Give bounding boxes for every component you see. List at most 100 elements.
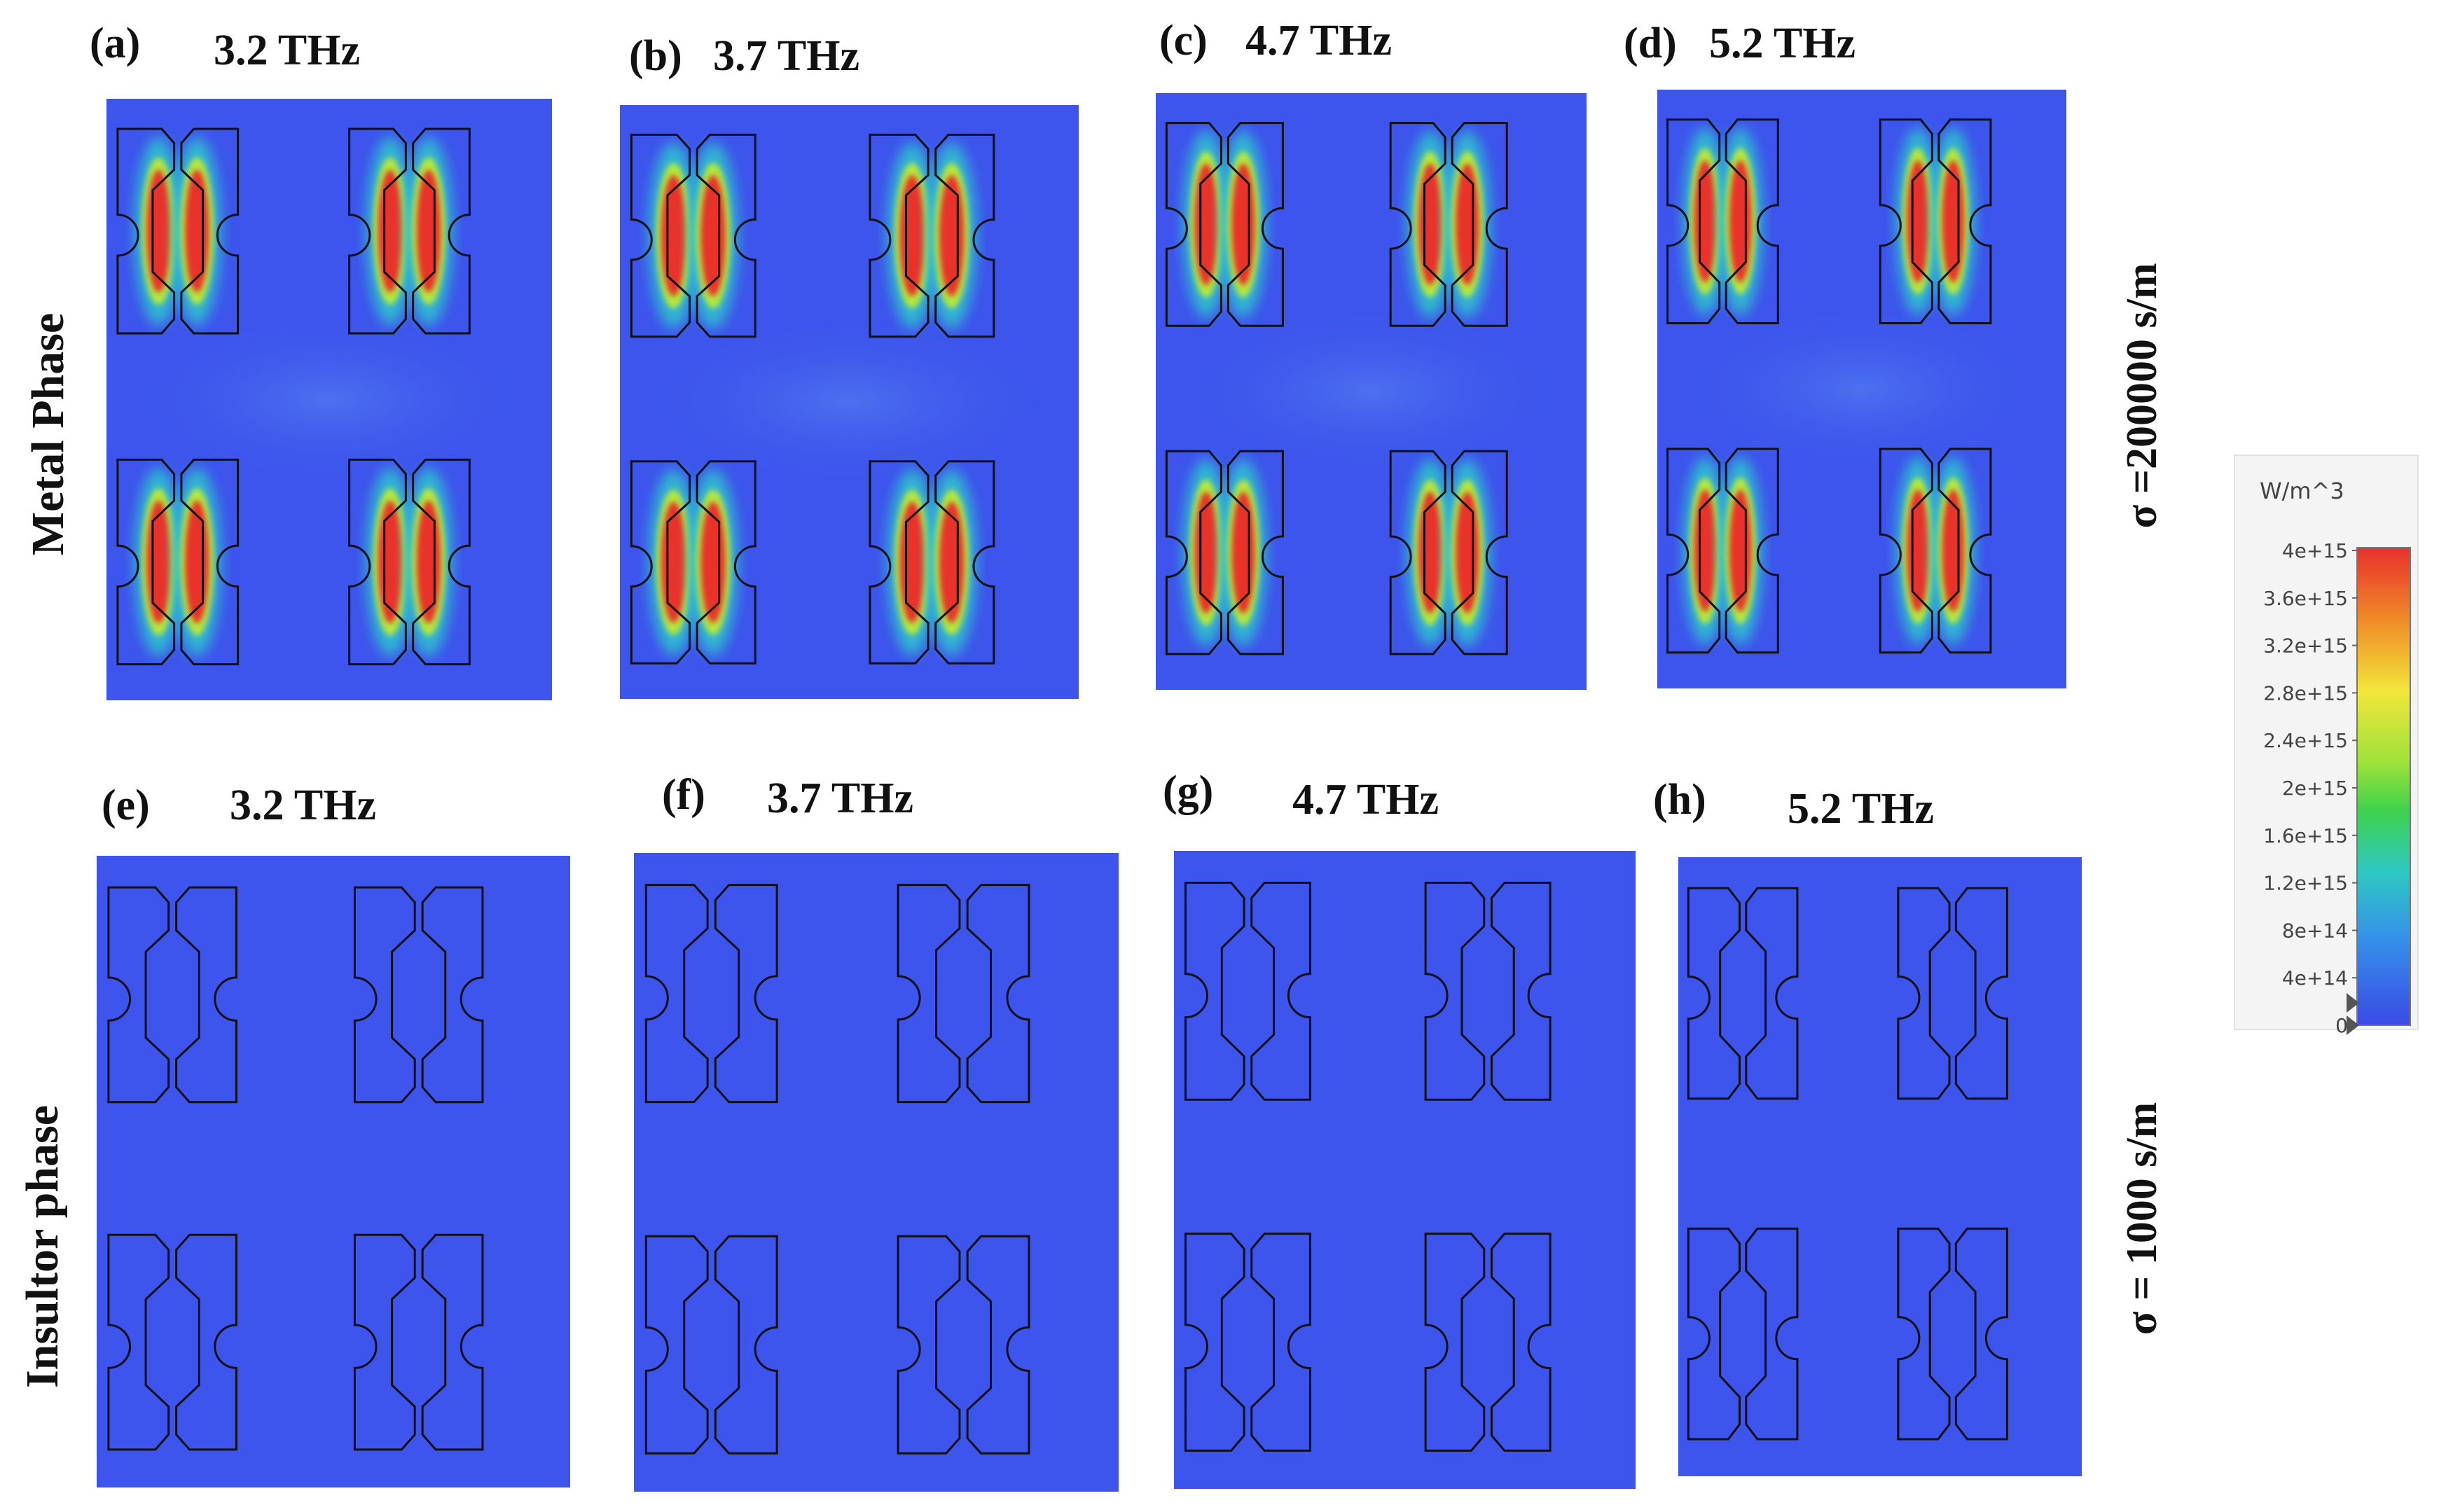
field-background — [634, 853, 1119, 1492]
resonator-cell — [1879, 118, 1992, 324]
field-hotspot — [1194, 163, 1218, 286]
field-hotspot — [1194, 492, 1218, 613]
resonator-outline — [348, 127, 471, 335]
panel-d-tag: (d) — [1624, 20, 1677, 67]
panel-d-freq: 5.2 THz — [1709, 20, 1856, 67]
colorbar-tick-label: 4e+14 — [2282, 966, 2348, 990]
resonator-cell — [1165, 450, 1284, 656]
panel-g-tag: (g) — [1163, 768, 1213, 815]
colorbar-tick-label: 4e+15 — [2282, 539, 2348, 562]
resonator-outline — [897, 884, 1030, 1104]
resonator-outline — [1666, 118, 1779, 324]
resonator-outline — [1687, 1227, 1799, 1441]
conductivity-label-insulator: σ = 1000 s/m — [2118, 1102, 2166, 1336]
field-hotspot — [1942, 160, 1965, 283]
field-hotspot — [1907, 160, 1929, 283]
field-hotspot — [146, 500, 171, 624]
resonator-cell — [353, 1233, 484, 1451]
resonator-outline — [107, 886, 237, 1104]
resonator-cell — [869, 133, 995, 338]
colorbar-tick-label: 2e+15 — [2282, 777, 2348, 800]
field-hotspot — [185, 169, 209, 293]
resonator-outline — [116, 458, 240, 665]
field-hotspot — [416, 500, 441, 624]
field-haze — [1678, 305, 2046, 473]
resonator-cell — [644, 1235, 778, 1455]
resonator-cell — [897, 1235, 1030, 1455]
field-hotspot — [1694, 490, 1716, 612]
resonator-cell — [107, 1233, 237, 1451]
field-haze — [128, 315, 530, 484]
resonator-outline — [1879, 118, 1992, 324]
resonator-cell — [869, 460, 995, 665]
field-hotspot — [378, 500, 403, 624]
panel-a-freq: 3.2 THz — [214, 27, 360, 74]
field-hotspot — [939, 175, 965, 297]
field-hotspot — [416, 169, 441, 293]
resonator-outline — [1687, 887, 1799, 1100]
colorbar-unit: W/m^3 — [2260, 478, 2344, 504]
field-hotspot — [1907, 490, 1929, 612]
field-hotspot — [1729, 160, 1752, 283]
field-haze — [1177, 307, 1566, 476]
resonator-cell — [1389, 450, 1508, 656]
resonator-outline — [107, 1233, 237, 1451]
field-hotspot — [1418, 163, 1442, 286]
field-hotspot — [1942, 490, 1965, 612]
field-hotspot — [700, 175, 726, 297]
panel-d — [1657, 90, 2066, 688]
field-hotspot — [661, 501, 686, 623]
colorbar-slider-icon — [2347, 993, 2359, 1035]
resonator-outline — [1389, 450, 1508, 656]
field-hotspot — [185, 500, 209, 624]
resonator-outline — [1897, 1227, 2008, 1441]
conductivity-label-metal: σ =200000 s/m — [2118, 263, 2166, 528]
colorbar-tick-label: 2.4e+15 — [2263, 729, 2348, 752]
field-hotspot — [700, 501, 726, 623]
field-hotspot — [1418, 492, 1442, 613]
resonator-cell — [1165, 122, 1284, 327]
field-hotspot — [1231, 492, 1255, 613]
resonator-cell — [1184, 882, 1311, 1101]
resonator-cell — [348, 458, 471, 665]
panel-h-tag: (h) — [1653, 776, 1706, 824]
panel-a — [106, 99, 552, 700]
panel-a-tag: (a) — [90, 20, 140, 67]
field-hotspot — [146, 169, 171, 293]
resonator-cell — [1687, 887, 1799, 1100]
field-hotspot — [899, 175, 925, 297]
resonator-cell — [1687, 1227, 1799, 1441]
resonator-cell — [630, 460, 756, 665]
resonator-outline — [1165, 450, 1284, 656]
resonator-outline — [1184, 882, 1311, 1101]
row-label-insulator: Insultor phase — [17, 1105, 68, 1388]
panel-c-tag: (c) — [1159, 17, 1208, 64]
panel-e-freq: 3.2 THz — [230, 782, 376, 829]
panel-e — [97, 856, 570, 1487]
panel-f — [634, 853, 1119, 1492]
field-hotspot — [1456, 492, 1479, 613]
resonator-outline — [1389, 122, 1508, 327]
resonator-outline — [869, 460, 995, 665]
field-haze — [642, 319, 1056, 485]
resonator-cell — [1424, 882, 1552, 1101]
resonator-cell — [1389, 122, 1508, 327]
field-hotspot — [899, 501, 925, 623]
panel-b — [620, 105, 1079, 699]
colorbar-tick-label: 0 — [2335, 1014, 2348, 1037]
panel-c-freq: 4.7 THz — [1245, 17, 1392, 64]
resonator-outline — [353, 1233, 484, 1451]
field-hotspot — [1231, 163, 1255, 286]
resonator-cell — [1424, 1233, 1552, 1452]
resonator-cell — [644, 884, 778, 1104]
resonator-cell — [897, 884, 1030, 1104]
resonator-outline — [630, 133, 756, 338]
colorbar-tick-label: 2.8e+15 — [2263, 681, 2348, 705]
field-background — [97, 856, 570, 1487]
resonator-cell — [348, 127, 471, 335]
resonator-outline — [630, 460, 756, 665]
resonator-cell — [1897, 887, 2008, 1100]
colorbar-tick-label: 1.2e+15 — [2263, 872, 2348, 895]
resonator-outline — [1666, 448, 1779, 654]
